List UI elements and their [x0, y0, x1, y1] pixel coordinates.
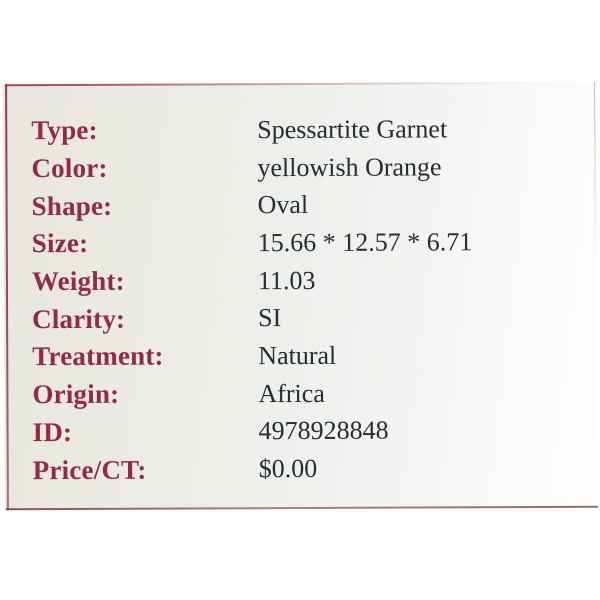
- spec-value: $0.00: [258, 453, 318, 484]
- spec-label: Color:: [31, 152, 108, 184]
- spec-row-type: Type: Spessartite Garnet: [3, 110, 596, 150]
- spec-value: Spessartite Garnet: [257, 114, 448, 145]
- spec-row-id: ID: 4978928848: [5, 411, 598, 451]
- spec-value: Natural: [258, 340, 337, 371]
- spec-label: ID:: [32, 416, 73, 448]
- spec-label: Origin:: [32, 378, 120, 410]
- spec-label: Type:: [31, 115, 98, 146]
- spec-value: 11.03: [257, 265, 316, 295]
- spec-label: Treatment:: [32, 341, 164, 372]
- spec-value: SI: [258, 303, 282, 333]
- spec-label: Shape:: [31, 190, 113, 221]
- spec-label: Price/CT:: [32, 454, 147, 485]
- card-border-bottom: [5, 505, 598, 511]
- spec-row-clarity: Clarity: SI: [4, 298, 597, 338]
- spec-label: Clarity:: [32, 303, 126, 334]
- spec-value: 15.66 * 12.57 * 6.71: [257, 227, 473, 258]
- spec-row-treatment: Treatment: Natural: [4, 336, 597, 376]
- spec-row-origin: Origin: Africa: [4, 374, 597, 414]
- card-border-top: [5, 81, 594, 86]
- spec-value: 4978928848: [258, 415, 389, 446]
- gem-spec-card: Type: Spessartite Garnet Color: yellowis…: [3, 81, 598, 511]
- spec-label: Size:: [31, 228, 89, 259]
- spec-row-color: Color: yellowish Orange: [3, 147, 596, 187]
- spec-label: Weight:: [31, 265, 125, 297]
- spec-table: Type: Spessartite Garnet Color: yellowis…: [3, 110, 598, 489]
- spec-value: yellowish Orange: [257, 151, 442, 182]
- spec-row-size: Size: 15.66 * 12.57 * 6.71: [4, 223, 597, 263]
- spec-value: Oval: [257, 190, 309, 220]
- spec-row-shape: Shape: Oval: [4, 185, 597, 225]
- spec-row-price: Price/CT: $0.00: [5, 449, 598, 489]
- spec-value: Africa: [258, 378, 325, 408]
- spec-row-weight: Weight: 11.03: [4, 260, 597, 300]
